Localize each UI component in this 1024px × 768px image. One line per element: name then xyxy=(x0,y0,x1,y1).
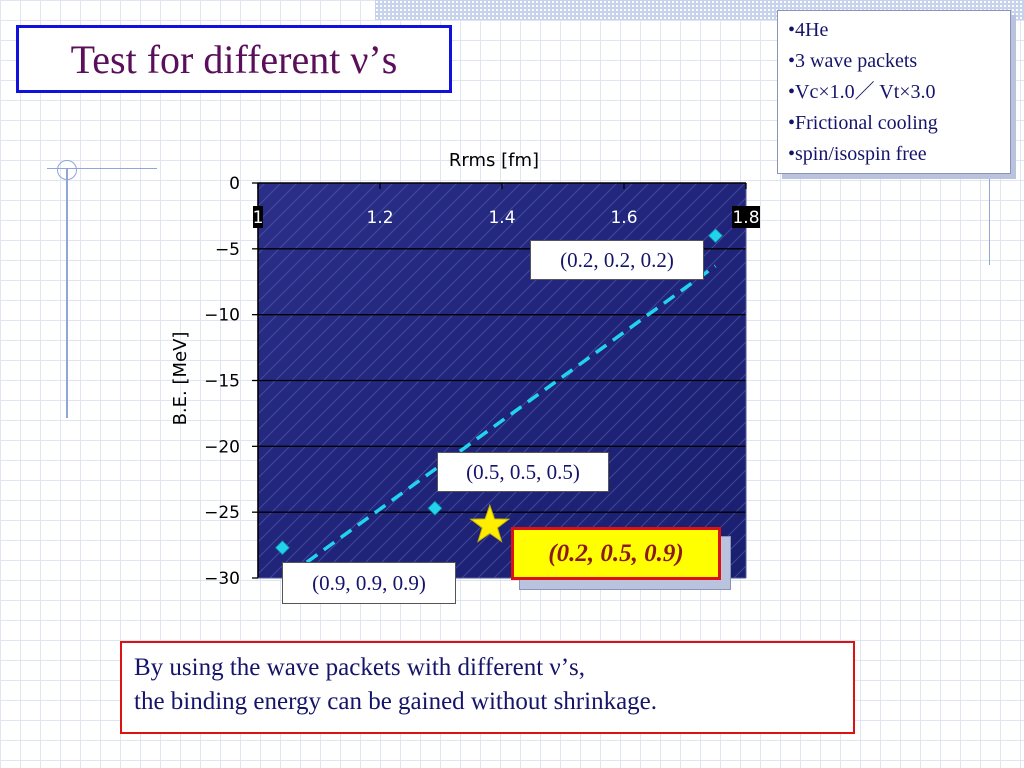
point-label-0.9-0.9-0.9: (0.9, 0.9, 0.9) xyxy=(282,562,456,604)
conclusion-box: By using the wave packets with different… xyxy=(120,641,855,734)
x-tick-label: 1.2 xyxy=(366,208,393,228)
y-tick-label: −15 xyxy=(204,372,240,392)
parameter-item: Frictional cooling xyxy=(788,108,1010,139)
highlight-label-star-point: (0.2, 0.5, 0.9) xyxy=(511,527,721,580)
conclusion-line-2: the binding energy can be gained without… xyxy=(134,688,658,715)
parameter-list: 4He 3 wave packets Vc×1.0／ Vt×3.0 Fricti… xyxy=(788,15,1010,170)
conclusion-line-1: By using the wave packets with different… xyxy=(134,654,586,681)
decorative-horizontal-line-left xyxy=(47,168,157,169)
x-tick-label-bg xyxy=(253,206,263,228)
x-axis-title: Rrms [fm] xyxy=(449,150,539,171)
y-tick-label: −20 xyxy=(204,437,240,457)
decorative-circle xyxy=(57,160,77,180)
y-tick-label: 0 xyxy=(229,174,240,194)
trend-line xyxy=(305,264,717,564)
decorative-vertical-line-left xyxy=(66,168,68,418)
title-box: Test for different ν’s xyxy=(16,25,452,93)
parameter-item: 4He xyxy=(788,15,1010,46)
y-tick-label: −25 xyxy=(204,503,240,523)
star-icon xyxy=(469,503,511,543)
x-tick-label: 1 xyxy=(253,208,264,228)
slide-title: Test for different ν’s xyxy=(70,36,398,82)
data-point-diamond xyxy=(427,500,443,516)
x-tick-label: 1.8 xyxy=(732,208,759,228)
data-point-diamond xyxy=(707,228,724,244)
y-tick-label: −10 xyxy=(204,306,240,326)
y-tick-label: −30 xyxy=(204,569,240,589)
x-tick-label-bg xyxy=(732,206,760,228)
point-label-0.5-0.5-0.5: (0.5, 0.5, 0.5) xyxy=(437,452,609,492)
x-tick-label: 1.6 xyxy=(610,208,637,228)
y-tick-label: −5 xyxy=(215,240,240,260)
y-axis-title: B.E. [MeV] xyxy=(170,332,191,426)
x-tick-label: 1.4 xyxy=(488,208,515,228)
point-label-0.2-0.2-0.2: (0.2, 0.2, 0.2) xyxy=(530,240,704,280)
parameter-item: spin/isospin free xyxy=(788,139,1010,170)
parameter-item: Vc×1.0／ Vt×3.0 xyxy=(788,77,1010,108)
data-point-diamond xyxy=(274,540,290,556)
parameter-info-box: 4He 3 wave packets Vc×1.0／ Vt×3.0 Fricti… xyxy=(777,10,1011,174)
parameter-item: 3 wave packets xyxy=(788,46,1010,77)
